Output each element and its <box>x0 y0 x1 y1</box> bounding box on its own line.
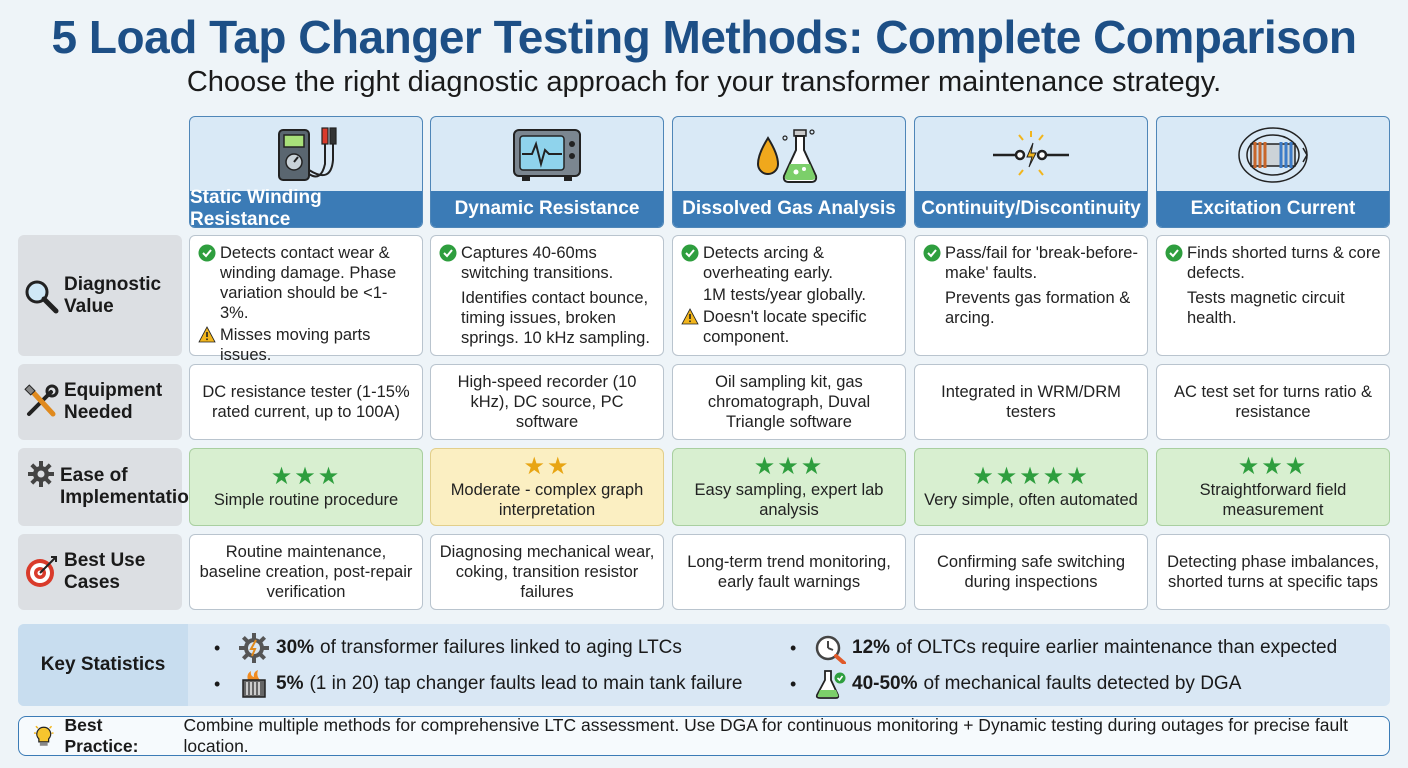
clock-wrench-icon <box>815 635 846 664</box>
best-practice-text: Combine multiple methods for comprehensi… <box>183 715 1348 756</box>
row-label-usecases: Best Use Cases <box>18 534 182 610</box>
tank-fire-icon <box>242 670 266 698</box>
oil-flask-icon <box>756 129 818 183</box>
cell-equipment-dynamic: High-speed recorder (10 kHz), DC source,… <box>430 364 664 440</box>
best-practice-label: Best Practice: <box>64 715 139 756</box>
column-header-excitation: Excitation Current <box>1156 116 1390 228</box>
page-subtitle: Choose the right diagnostic approach for… <box>186 66 1222 98</box>
cell-ease-static: ★★★ Simple routine procedure <box>189 448 423 526</box>
column-header-continuity: Continuity/Discontinuity <box>914 116 1148 228</box>
column-title: Excitation Current <box>1157 191 1389 227</box>
stat-item: • 12% of OLTCs require earlier maintenanc… <box>790 632 1337 664</box>
column-header-static-winding: Static Winding Resistance <box>189 116 423 228</box>
cell-usecase-excitation: Detecting phase imbalances, shorted turn… <box>1156 534 1390 610</box>
cell-usecase-dga: Long-term trend monitoring, early fault … <box>672 534 906 610</box>
oscilloscope-icon <box>513 129 581 181</box>
cell-equipment-continuity: Integrated in WRM/DRM testers <box>914 364 1148 440</box>
column-header-dynamic-resistance: Dynamic Resistance <box>430 116 664 228</box>
cell-usecase-continuity: Confirming safe switching during inspect… <box>914 534 1148 610</box>
column-title: Dynamic Resistance <box>431 191 663 227</box>
target-icon <box>26 556 57 587</box>
coil-core-icon <box>1238 127 1308 183</box>
warning-icon <box>198 326 216 343</box>
star-rating: ★★★ <box>270 463 342 490</box>
page-title: 5 Load Tap Changer Testing Methods: Comp… <box>51 11 1357 63</box>
magnifier-icon <box>25 280 59 313</box>
cell-diagnostic-dga: Detects arcing & overheating early. 1M t… <box>672 235 906 356</box>
gear-warning-icon <box>239 633 269 663</box>
multimeter-icon <box>278 127 337 181</box>
column-title: Static Winding Resistance <box>190 187 422 227</box>
column-title: Continuity/Discontinuity <box>915 191 1147 227</box>
star-rating: ★★★ <box>753 453 825 480</box>
cell-diagnostic-dynamic: Captures 40-60ms switching transitions. … <box>430 235 664 356</box>
check-icon <box>439 244 457 262</box>
cell-ease-excitation: ★★★ Straightforward field measurement <box>1156 448 1390 526</box>
cell-usecase-dynamic: Diagnosing mechanical wear, coking, tran… <box>430 534 664 610</box>
star-rating: ★★★★★ <box>972 463 1090 490</box>
key-statistics-panel: Key Statistics • 30% of transformer failu… <box>18 624 1390 706</box>
key-statistics-label: Key Statistics <box>18 624 188 706</box>
gear-icon <box>28 461 54 487</box>
stat-item: • 5% (1 in 20) tap changer faults lead to… <box>214 668 743 700</box>
best-practice-banner: Best Practice: Combine multiple methods … <box>18 715 1390 756</box>
circuit-spark-icon <box>993 131 1069 176</box>
tools-icon <box>24 384 59 417</box>
column-title: Dissolved Gas Analysis <box>673 191 905 227</box>
check-icon <box>681 244 699 262</box>
cell-ease-continuity: ★★★★★ Very simple, often automated <box>914 448 1148 526</box>
stat-item: • 30% of transformer failures linked to a… <box>214 632 682 664</box>
star-rating: ★★ <box>523 453 571 480</box>
cell-equipment-dga: Oil sampling kit, gas chromatograph, Duv… <box>672 364 906 440</box>
check-icon <box>198 244 216 262</box>
star-rating: ★★★ <box>1237 453 1309 480</box>
row-label-equipment: Equipment Needed <box>18 364 182 440</box>
flask-check-icon <box>815 670 846 699</box>
column-header-dga: Dissolved Gas Analysis <box>672 116 906 228</box>
cell-equipment-static: DC resistance tester (1-15% rated curren… <box>189 364 423 440</box>
cell-equipment-excitation: AC test set for turns ratio & resistance <box>1156 364 1390 440</box>
warning-icon <box>681 308 699 325</box>
cell-ease-dga: ★★★ Easy sampling, expert lab analysis <box>672 448 906 526</box>
cell-diagnostic-static: Detects contact wear & winding damage. P… <box>189 235 423 364</box>
cell-ease-dynamic: ★★ Moderate - complex graph interpretati… <box>430 448 664 526</box>
lightbulb-icon <box>33 725 54 746</box>
stat-item: • 40-50% of mechanical faults detected by… <box>790 668 1241 700</box>
check-icon <box>1165 244 1183 262</box>
cell-diagnostic-continuity: Pass/fail for 'break-before-make' faults… <box>914 235 1148 356</box>
cell-usecase-static: Routine maintenance, baseline creation, … <box>189 534 423 610</box>
cell-diagnostic-excitation: Finds shorted turns & core defects. Test… <box>1156 235 1390 356</box>
check-icon <box>923 244 941 262</box>
row-label-diagnostic: Diagnostic Value <box>18 235 182 356</box>
row-label-ease: Ease of Implementation <box>18 448 200 526</box>
